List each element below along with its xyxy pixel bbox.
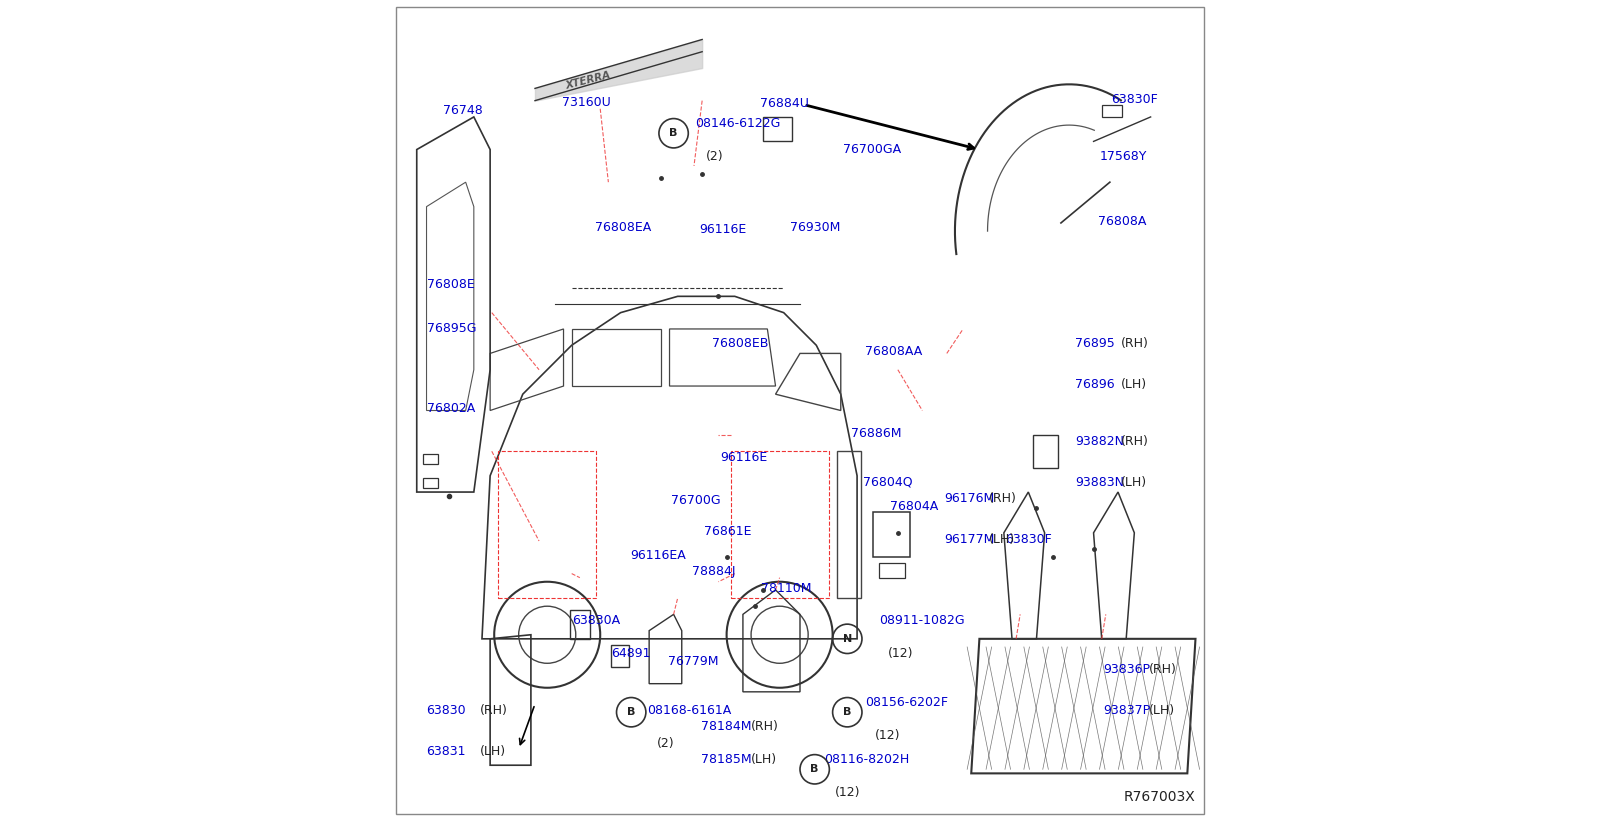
Text: 78184M: 78184M [701,720,750,733]
Text: (RH): (RH) [989,492,1018,505]
Text: XTERRA: XTERRA [565,70,611,90]
Text: 96116E: 96116E [720,452,768,465]
Text: 76748: 76748 [443,104,483,117]
Text: 76808AA: 76808AA [866,346,923,358]
Text: (RH): (RH) [1120,435,1149,448]
Text: 76896: 76896 [1075,378,1115,391]
Text: (RH): (RH) [480,704,509,717]
Text: (12): (12) [835,786,861,799]
Text: 63830F: 63830F [1005,533,1053,546]
Text: 08156-6202F: 08156-6202F [866,696,949,709]
Text: 76802A: 76802A [427,402,475,415]
Text: 76779M: 76779M [667,655,718,668]
Text: 93882N: 93882N [1075,435,1123,448]
Text: 76700GA: 76700GA [843,143,901,156]
Text: 63830A: 63830A [571,614,619,627]
Text: 76895: 76895 [1075,337,1115,350]
Text: 63830F: 63830F [1112,93,1158,106]
Text: (LH): (LH) [750,753,778,766]
Text: 76804A: 76804A [890,500,938,513]
Text: (RH): (RH) [1120,337,1149,350]
Text: 76700G: 76700G [670,493,720,507]
Text: 76804Q: 76804Q [862,475,912,488]
Text: 96176M: 96176M [944,492,995,505]
Text: 76808EB: 76808EB [712,337,768,350]
Text: (RH): (RH) [750,720,779,733]
Text: N: N [843,634,851,644]
Bar [874,512,910,557]
Bar [878,563,906,578]
Text: (2): (2) [706,149,723,163]
Text: B: B [669,128,678,138]
Text: R767003X: R767003X [1123,790,1195,804]
Text: 63831: 63831 [427,745,466,758]
Bar [1102,105,1122,117]
Text: 76861E: 76861E [704,525,752,538]
Text: (LH): (LH) [1120,378,1147,391]
Bar [570,610,590,639]
Text: 64891: 64891 [611,647,650,660]
Text: (LH): (LH) [989,533,1016,546]
Bar [611,644,629,667]
Text: 78884J: 78884J [691,566,734,579]
Text: 76895G: 76895G [427,323,477,336]
Text: (12): (12) [875,728,901,741]
Bar [498,452,597,598]
Text: B: B [627,707,635,718]
Text: 76808A: 76808A [1098,215,1146,227]
Bar [1034,435,1058,468]
Text: (RH): (RH) [1149,663,1178,677]
Bar [424,454,438,464]
Bar [424,478,438,488]
Text: (2): (2) [658,736,675,750]
Text: 93883N: 93883N [1075,475,1123,488]
Text: (LH): (LH) [480,745,507,758]
Text: 78110M: 78110M [762,582,811,594]
Text: 08116-8202H: 08116-8202H [824,753,910,766]
Text: 08168-6161A: 08168-6161A [646,704,731,717]
Bar [837,452,861,598]
Text: (LH): (LH) [1120,475,1147,488]
Text: 76808E: 76808E [427,277,474,291]
Text: 08146-6122G: 08146-6122G [696,117,781,130]
Text: 96116EA: 96116EA [630,549,686,562]
Text: 93836P: 93836P [1104,663,1150,677]
Text: 73160U: 73160U [562,96,611,108]
Text: 96177M: 96177M [944,533,995,546]
Text: 76930M: 76930M [790,222,840,234]
Text: B: B [811,764,819,774]
Text: 78185M: 78185M [701,753,750,766]
Text: B: B [843,707,851,718]
Bar [731,452,829,598]
Text: (12): (12) [888,647,914,660]
Text: 76884U: 76884U [760,98,810,110]
Text: 17568Y: 17568Y [1101,149,1147,163]
Bar [763,117,792,141]
Text: 76886M: 76886M [851,427,901,440]
Text: 96116E: 96116E [699,223,747,236]
Text: 76808EA: 76808EA [595,222,651,234]
Text: (LH): (LH) [1149,704,1174,717]
Text: 08911-1082G: 08911-1082G [878,614,965,627]
Text: 63830: 63830 [427,704,466,717]
Text: 93837P: 93837P [1104,704,1150,717]
